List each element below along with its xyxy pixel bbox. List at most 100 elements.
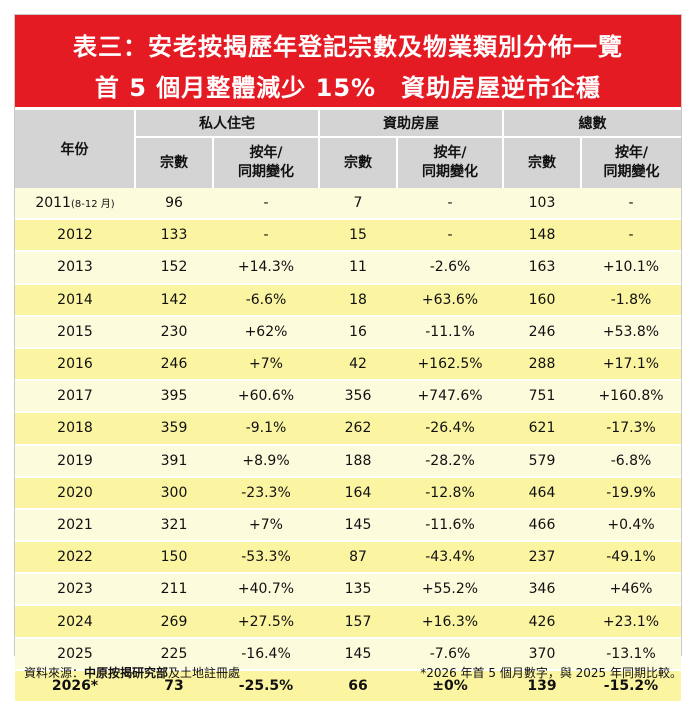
cell-private-count: 246 xyxy=(135,347,213,382)
cell-subsidized-count: 157 xyxy=(319,605,397,639)
cell-private-count: 73 xyxy=(135,669,213,701)
cell-private-count: 211 xyxy=(135,573,213,607)
cell-total-count: 751 xyxy=(503,380,581,414)
cell-subsidized-count: 145 xyxy=(319,637,397,671)
table-row: 2025 225 -16.4% 145 -7.6% 370 -13.1% xyxy=(15,637,681,671)
cell-year: 2019 xyxy=(15,444,135,478)
cell-subsidized-count: 188 xyxy=(319,444,397,478)
cell-subsidized-change: +162.5% xyxy=(397,347,503,382)
cell-private-change: -16.4% xyxy=(213,637,319,671)
cell-total-change: -49.1% xyxy=(581,541,681,575)
cell-year: 2025 xyxy=(15,637,135,671)
table-row: 2012 133-15-148- xyxy=(15,219,681,253)
cell-year: 2022 xyxy=(15,541,135,575)
cell-private-change: +8.9% xyxy=(213,444,319,478)
cell-subsidized-change: +63.6% xyxy=(397,283,503,317)
title-line-2: 首 5 個月整體減少 15% 資助房屋逆市企穩 xyxy=(94,74,602,102)
cell-subsidized-change: - xyxy=(397,219,503,253)
cell-year: 2011(8-12 月) xyxy=(15,188,135,221)
cell-total-count: 160 xyxy=(503,283,581,317)
cell-total-count: 163 xyxy=(503,251,581,285)
cell-subsidized-change: -26.4% xyxy=(397,412,503,446)
cell-subsidized-change: -43.4% xyxy=(397,541,503,575)
cell-subsidized-count: 42 xyxy=(319,347,397,382)
cell-total-change: +17.1% xyxy=(581,347,681,382)
cell-total-change: -15.2% xyxy=(581,669,681,701)
cell-private-count: 300 xyxy=(135,476,213,510)
cell-total-count: 466 xyxy=(503,508,581,543)
cell-subsidized-count: 356 xyxy=(319,380,397,414)
cell-subsidized-change: ±0% xyxy=(397,669,503,701)
header-group-subsidized: 資助房屋 xyxy=(318,110,503,138)
cell-year: 2015 xyxy=(15,315,135,349)
cell-private-change: - xyxy=(213,219,319,253)
cell-private-count: 269 xyxy=(135,605,213,639)
cell-subsidized-count: 145 xyxy=(319,508,397,543)
cell-subsidized-count: 18 xyxy=(319,283,397,317)
header-year: 年份 xyxy=(15,110,135,188)
cell-private-count: 230 xyxy=(135,315,213,349)
cell-private-count: 395 xyxy=(135,380,213,414)
cell-private-change: -25.5% xyxy=(213,669,319,701)
source-note: 資料來源：中原按揭研究部及土地註冊處 xyxy=(24,664,240,681)
cell-private-change: +27.5% xyxy=(213,605,319,639)
table-row: 2024 269 +27.5% 157 +16.3% 426 +23.1% xyxy=(15,605,681,639)
cell-private-count: 150 xyxy=(135,541,213,575)
cell-total-change: -17.3% xyxy=(581,412,681,446)
header-count: 宗數 xyxy=(134,137,213,188)
cell-private-change: +7% xyxy=(213,347,319,382)
cell-total-change: -6.8% xyxy=(581,444,681,478)
cell-subsidized-change: - xyxy=(397,188,503,221)
cell-total-change: +160.8% xyxy=(581,380,681,414)
data-table: 年份 私人住宅 資助房屋 總數 宗數 按年/同期變化 宗數 按年/同期變化 宗數… xyxy=(15,110,681,701)
header-count: 宗數 xyxy=(318,137,397,188)
table-row: 2022 150 -53.3% 87 -43.4% 237 -49.1% xyxy=(15,541,681,575)
cell-private-change: -53.3% xyxy=(213,541,319,575)
cell-year: 2012 xyxy=(15,219,135,253)
cell-year: 2026* xyxy=(15,669,135,701)
cell-year: 2020 xyxy=(15,476,135,510)
cell-total-change: -13.1% xyxy=(581,637,681,671)
cell-subsidized-change: -7.6% xyxy=(397,637,503,671)
table-row: 2026* 73 -25.5% 66 ±0% 139 -15.2% xyxy=(15,669,681,701)
cell-total-change: +46% xyxy=(581,573,681,607)
cell-total-change: +53.8% xyxy=(581,315,681,349)
cell-subsidized-count: 66 xyxy=(319,669,397,701)
cell-subsidized-change: +55.2% xyxy=(397,573,503,607)
table-row: 2011(8-12 月) 96-7-103- xyxy=(15,188,681,221)
cell-private-change: +40.7% xyxy=(213,573,319,607)
header-group-total: 總數 xyxy=(502,110,681,138)
header-change: 按年/同期變化 xyxy=(396,137,503,188)
cell-year: 2014 xyxy=(15,283,135,317)
cell-private-count: 225 xyxy=(135,637,213,671)
cell-private-count: 96 xyxy=(135,188,213,221)
table-row: 2014 142 -6.6% 18 +63.6% 160 -1.8% xyxy=(15,283,681,317)
table-row: 2016 246 +7% 42 +162.5% 288 +17.1% xyxy=(15,347,681,382)
cell-year: 2024 xyxy=(15,605,135,639)
cell-total-count: 464 xyxy=(503,476,581,510)
header-group-private: 私人住宅 xyxy=(134,110,319,138)
cell-subsidized-count: 262 xyxy=(319,412,397,446)
cell-total-change: +10.1% xyxy=(581,251,681,285)
cell-total-count: 426 xyxy=(503,605,581,639)
cell-total-count: 346 xyxy=(503,573,581,607)
source-org: 中原按揭研究部 xyxy=(84,666,169,680)
cell-private-change: -9.1% xyxy=(213,412,319,446)
cell-subsidized-change: -2.6% xyxy=(397,251,503,285)
cell-year: 2021 xyxy=(15,508,135,543)
table-row: 2019 391 +8.9% 188 -28.2% 579 -6.8% xyxy=(15,444,681,478)
source-suffix: 及土地註冊處 xyxy=(168,666,241,680)
cell-private-change: - xyxy=(213,188,319,221)
table-row: 2015 230 +62% 16 -11.1% 246 +53.8% xyxy=(15,315,681,349)
cell-subsidized-change: -11.1% xyxy=(397,315,503,349)
title-banner: 表三：安老按揭歷年登記宗數及物業類別分佈一覽 首 5 個月整體減少 15% 資助… xyxy=(15,15,681,107)
cell-year: 2013 xyxy=(15,251,135,285)
cell-private-count: 391 xyxy=(135,444,213,478)
table-row: 2013 152 +14.3% 11 -2.6% 163 +10.1% xyxy=(15,251,681,285)
cell-year: 2023 xyxy=(15,573,135,607)
cell-subsidized-change: -28.2% xyxy=(397,444,503,478)
cell-total-change: +0.4% xyxy=(581,508,681,543)
cell-subsidized-count: 7 xyxy=(319,188,397,221)
cell-total-count: 246 xyxy=(503,315,581,349)
cell-subsidized-count: 16 xyxy=(319,315,397,349)
